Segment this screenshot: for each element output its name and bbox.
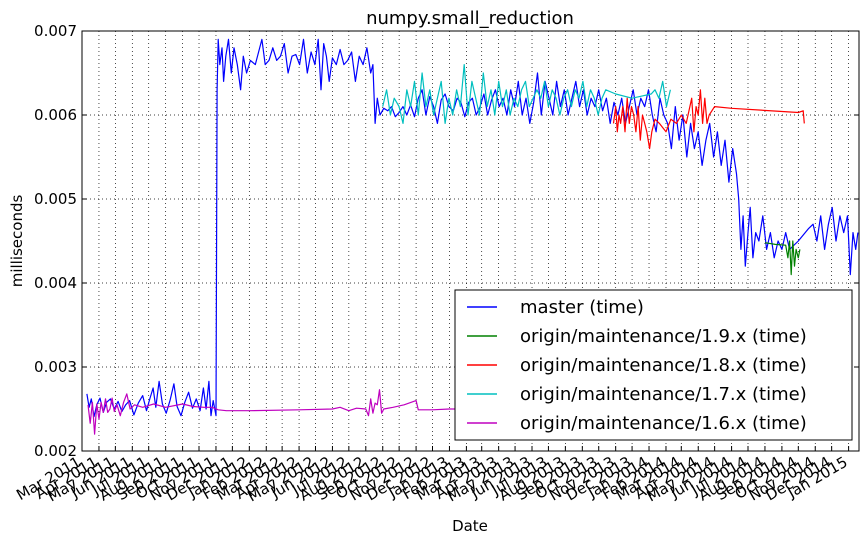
y-tick-label: 0.003 xyxy=(34,358,77,376)
legend-label: origin/maintenance/1.6.x (time) xyxy=(520,413,807,434)
series-line xyxy=(382,63,671,125)
y-tick-label: 0.007 xyxy=(34,22,77,40)
series-line xyxy=(612,89,805,150)
plot-frame xyxy=(81,30,860,452)
legend-label: master (time) xyxy=(520,297,644,318)
legend-label: origin/maintenance/1.8.x (time) xyxy=(520,355,807,376)
legend: master (time) origin/maintenance/1.9.x (t… xyxy=(454,289,853,441)
y-tick-label: 0.002 xyxy=(34,442,77,460)
series-line xyxy=(87,389,485,435)
y-tick-label: 0.005 xyxy=(34,190,77,208)
y-tick-label: 0.006 xyxy=(34,106,77,124)
chart-title: numpy.small_reduction xyxy=(366,8,574,29)
series-line xyxy=(764,240,801,276)
legend-label: origin/maintenance/1.7.x (time) xyxy=(520,384,807,405)
series-layer xyxy=(86,38,859,435)
y-axis-label: milliseconds xyxy=(8,195,26,288)
x-axis-label: Date xyxy=(452,517,488,535)
legend-label: origin/maintenance/1.9.x (time) xyxy=(520,326,807,347)
y-tick-label: 0.004 xyxy=(34,274,77,292)
legend-box xyxy=(454,289,853,441)
